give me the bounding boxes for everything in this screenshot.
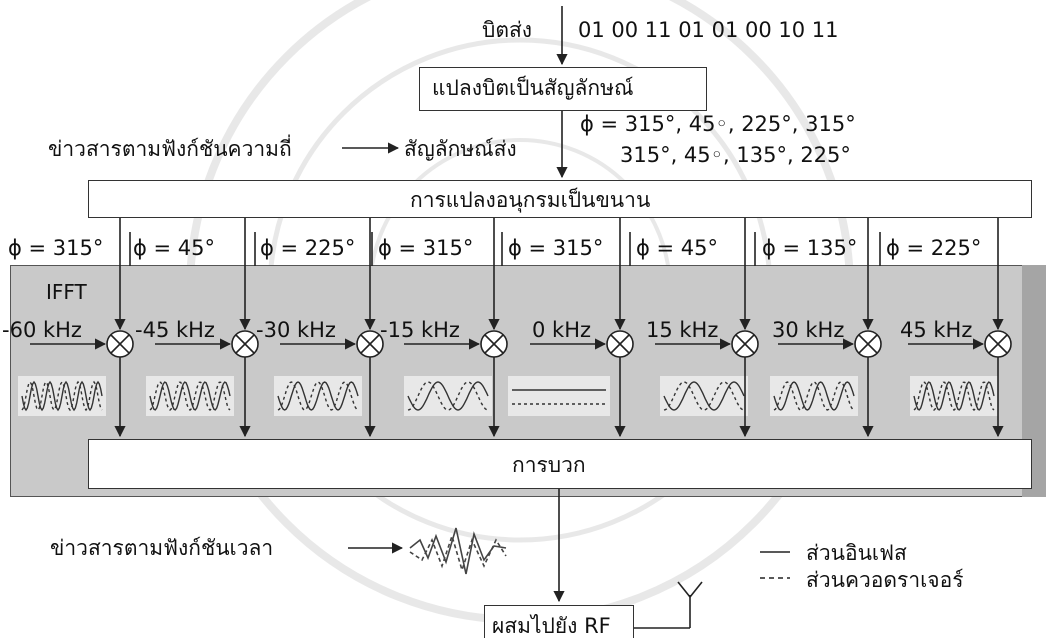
subcarrier-phase-2: ϕ = 45° [133, 236, 216, 260]
wave-quadrature-1 [21, 380, 103, 412]
wave-inphase-6 [663, 381, 745, 411]
wave-quadrature-4 [407, 381, 489, 411]
mixer-cross-b-4 [484, 334, 504, 354]
wave-quadrature-6 [663, 381, 745, 411]
wave-quadrature-2 [149, 381, 231, 411]
wave-inphase-8 [913, 381, 995, 411]
subcarrier-freq-2: -45 kHz [135, 318, 215, 342]
freq-domain-label: ข่าวสารตามฟังก์ชันความถี่ [48, 137, 292, 161]
time-domain-label: ข่าวสารตามฟังก์ชันเวลา [50, 536, 274, 560]
subcarrier-freq-3: -30 kHz [256, 318, 336, 342]
wave-inphase-2 [149, 381, 231, 411]
rf-mixer-label: ผสมไปยัง RF [492, 614, 611, 638]
wave-inphase-1 [21, 380, 103, 412]
subcarrier-freq-8: 45 kHz [900, 318, 973, 342]
subcarrier-freq-7: 30 kHz [772, 318, 845, 342]
subcarrier-freq-6: 15 kHz [646, 318, 719, 342]
subcarrier-wave-5 [508, 376, 610, 416]
serial-to-parallel-label: การแปลงอนุกรมเป็นขนาน [410, 188, 651, 212]
input-bits-label: บิตส่ง [482, 18, 533, 42]
mixer-cross-b-1 [110, 334, 130, 354]
mixer-cross-b-2 [235, 334, 255, 354]
phase-line-2: 315°, 45◦, 135°, 225° [620, 143, 851, 167]
subcarrier-phase-8: ϕ = 225° [886, 236, 982, 260]
sum-block [88, 439, 1032, 489]
mixer-cross-b-7 [858, 334, 878, 354]
legend-in-phase: ส่วนอินเฟส [806, 541, 907, 565]
tx-symbols-label: สัญลักษณ์ส่ง [404, 137, 517, 161]
subcarrier-phase-3: ϕ = 225° [260, 236, 356, 260]
mixer-cross-b-5 [610, 334, 630, 354]
subcarrier-freq-4: -15 kHz [380, 318, 460, 342]
bit-to-symbol-block [419, 67, 707, 111]
wave-quadrature-3 [277, 381, 359, 411]
legend-quadrature: ส่วนควอดราเจอร์ [806, 568, 964, 592]
bit-to-symbol-label: แปลงบิตเป็นสัญลักษณ์ [432, 76, 634, 100]
wave-inphase-3 [277, 381, 359, 411]
subcarrier-phase-7: ϕ = 135° [762, 236, 858, 260]
rf-mixer-block [484, 605, 634, 638]
phase-line-1: ϕ = 315°, 45◦, 225°, 315° [580, 112, 856, 136]
serial-to-parallel-block [88, 180, 1032, 218]
ifft-label: IFFT [46, 280, 87, 304]
mixer-cross-b-3 [360, 334, 380, 354]
subcarrier-phase-1: ϕ = 315° [8, 236, 104, 260]
mixer-cross-b-8 [988, 334, 1008, 354]
sum-block-label: การบวก [512, 453, 586, 477]
subcarrier-freq-5: 0 kHz [532, 318, 592, 342]
wave-inphase-7 [773, 381, 855, 411]
subcarrier-phase-5: ϕ = 315° [508, 236, 604, 260]
mixer-cross-b-6 [735, 334, 755, 354]
subcarrier-phase-4: ϕ = 315° [378, 236, 474, 260]
wave-quadrature-8 [913, 381, 995, 411]
wave-quadrature-7 [773, 381, 855, 411]
input-bits: 01 00 11 01 01 00 10 11 [578, 18, 839, 42]
wave-inphase-4 [407, 381, 489, 411]
subcarrier-freq-1: -60 kHz [2, 318, 82, 342]
subcarrier-phase-6: ϕ = 45° [636, 236, 719, 260]
